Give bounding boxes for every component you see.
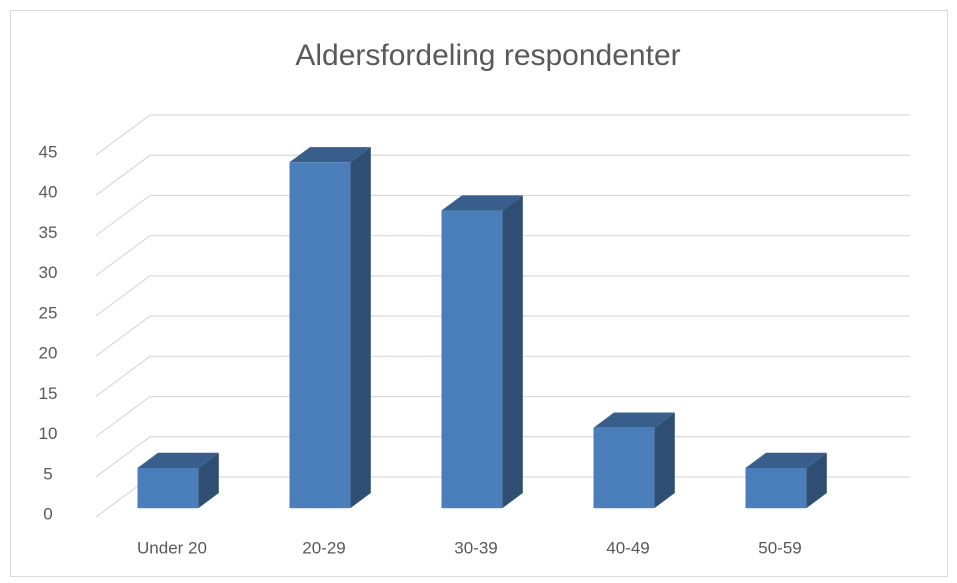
- x-tick-label: Under 20: [137, 538, 207, 557]
- bar: [593, 412, 675, 509]
- bar-top: [441, 195, 523, 211]
- y-tick-label: 40: [39, 183, 58, 202]
- y-tick-label: 10: [39, 424, 58, 443]
- grid-line: [95, 275, 910, 317]
- x-tick-label: 40-49: [606, 538, 649, 557]
- grid-line: [95, 235, 910, 277]
- grid-line: [95, 114, 910, 156]
- y-tick-label: 30: [39, 263, 58, 282]
- x-tick-label: 30-39: [454, 538, 497, 557]
- y-tick-label: 25: [39, 303, 58, 322]
- bar-top: [137, 452, 219, 468]
- y-tick-label: 45: [39, 142, 58, 161]
- y-tick-label: 0: [43, 504, 52, 523]
- bar-side: [806, 452, 827, 509]
- grid-line: [95, 395, 910, 438]
- bar-top: [289, 147, 371, 163]
- bar-side: [502, 195, 523, 509]
- bar-front: [441, 210, 503, 509]
- bar-side: [654, 412, 675, 509]
- x-tick-label: 20-29: [302, 538, 345, 557]
- y-tick-label: 5: [43, 464, 52, 483]
- bar-front: [593, 427, 655, 509]
- grid-line: [95, 355, 910, 397]
- y-tick-label: 20: [39, 344, 58, 363]
- grid-line: [95, 154, 910, 196]
- bar-side: [198, 452, 219, 509]
- bar-front: [745, 467, 807, 509]
- bar-top: [745, 452, 827, 468]
- bar: [745, 452, 827, 509]
- y-tick-label: 15: [39, 384, 58, 403]
- bar: [137, 452, 219, 509]
- grid-line: [95, 194, 910, 236]
- chart-title: Aldersfordeling respondenter: [295, 39, 680, 72]
- bar: [289, 147, 371, 509]
- bar-front: [137, 467, 199, 509]
- bar-front: [289, 162, 351, 509]
- grid-line: [95, 315, 910, 357]
- bar-side: [350, 147, 371, 509]
- bar: [441, 195, 523, 509]
- y-tick-label: 35: [39, 223, 58, 242]
- x-tick-label: 50-59: [758, 538, 801, 557]
- bar-top: [593, 412, 675, 428]
